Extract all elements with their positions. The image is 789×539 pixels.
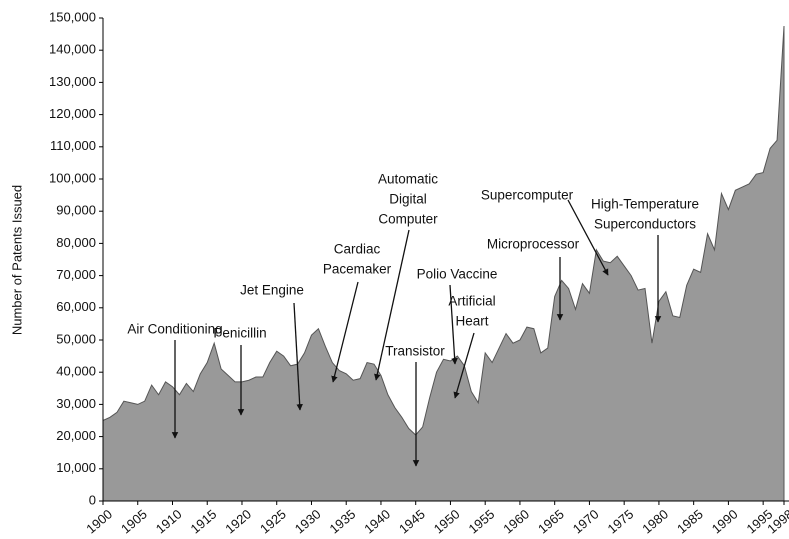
y-tick-label: 110,000: [50, 138, 96, 153]
x-tick-label: 1940: [361, 506, 393, 536]
x-tick-label: 1905: [118, 506, 150, 536]
y-tick-label: 30,000: [56, 396, 96, 411]
y-tick-label: 20,000: [56, 428, 96, 443]
y-tick-label: 140,000: [49, 42, 96, 57]
x-tick-label: 1970: [570, 506, 602, 536]
annotation-arrow: [567, 199, 609, 276]
x-tick-label: 1900: [83, 506, 115, 536]
x-tick-label: 1930: [292, 506, 324, 536]
y-tick-label: 70,000: [56, 267, 96, 282]
annotation: Computer: [378, 212, 438, 227]
annotation-arrow: [449, 284, 458, 365]
annotation: Automatic: [378, 172, 438, 187]
x-tick-label: 1960: [500, 506, 532, 536]
annotation: Heart: [455, 314, 488, 329]
annotation: Air Conditioning: [127, 322, 222, 337]
y-tick-label: 40,000: [56, 364, 96, 379]
annotation-arrow: [331, 281, 359, 383]
annotation-arrow: [453, 332, 475, 399]
annotation: Artificial: [448, 294, 495, 309]
y-tick-label: 100,000: [49, 170, 96, 185]
annotation: Pacemaker: [323, 262, 392, 277]
y-tick-label: 80,000: [56, 235, 96, 250]
x-tick-label: 1965: [535, 506, 567, 536]
x-tick-label: 1945: [396, 506, 428, 536]
y-tick-label: 60,000: [56, 299, 96, 314]
x-tick-label: 1925: [257, 506, 289, 536]
annotation: Polio Vaccine: [417, 267, 498, 282]
annotation: Transistor: [385, 344, 445, 359]
area: [102, 26, 785, 502]
annotation: Jet Engine: [240, 283, 304, 298]
y-axis-label: Number of Patents Issued: [9, 185, 24, 335]
annotation: Superconductors: [594, 217, 696, 232]
x-tick-label: 1915: [188, 506, 220, 536]
y-tick-label: 10,000: [56, 460, 96, 475]
x-tick-label: 1980: [639, 506, 671, 536]
y-tick-label: 130,000: [49, 74, 96, 89]
y-tick-label: 120,000: [49, 106, 96, 121]
annotation: Digital: [389, 192, 427, 207]
x-tick-label: 1955: [466, 506, 498, 536]
y-tick-label: 50,000: [56, 331, 96, 346]
x-tick-label: 1910: [153, 506, 185, 536]
x-tick-label: 1990: [709, 506, 741, 536]
annotation-arrow: [293, 302, 303, 411]
y-tick-label: 90,000: [56, 203, 96, 218]
y-tick-label: 150,000: [49, 9, 96, 24]
x-tick-label: 1975: [605, 506, 637, 536]
x-tick-label: 1985: [674, 506, 706, 536]
y-tick-label: 0: [89, 492, 96, 507]
x-tick-label: 1935: [327, 506, 359, 536]
annotation-arrow: [374, 229, 410, 381]
x-tick-label: 1920: [222, 506, 254, 536]
annotation: Penicillin: [213, 326, 266, 341]
x-tick-label: 1950: [431, 506, 463, 536]
annotation: Cardiac: [334, 242, 381, 257]
annotation: Microprocessor: [487, 237, 580, 252]
annotation: Supercomputer: [481, 188, 574, 203]
annotation: High-Temperature: [591, 197, 699, 212]
